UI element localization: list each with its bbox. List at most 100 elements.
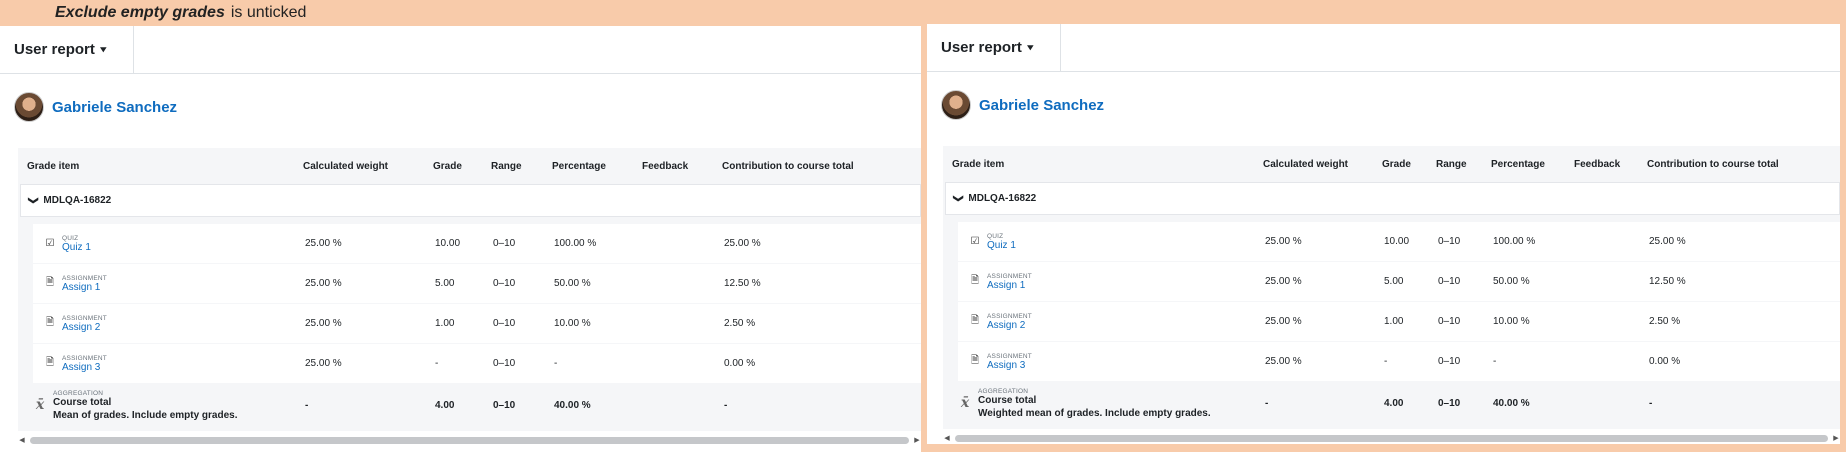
report-selector[interactable]: User report ▾	[941, 24, 1062, 71]
cell-weight: 25.00 %	[305, 238, 342, 249]
course-total-label: Course total	[53, 396, 112, 408]
item-link[interactable]: Quiz 1	[62, 241, 91, 253]
item-link[interactable]: Assign 3	[62, 361, 101, 373]
cell-grade: 4.00	[1384, 397, 1404, 409]
table-row: 🗎 ASSIGNMENT Assign 2 25.00 % 1.00 0–10 10…	[33, 304, 921, 343]
cell-range: 0–10	[493, 238, 516, 249]
cell-grade: 5.00	[1384, 276, 1404, 287]
item-type: AGGREGATION	[53, 389, 104, 397]
quiz-icon: ☑	[970, 236, 980, 247]
table-row: 🗎 ASSIGNMENT Assign 2 25.00 % 1.00 0–10 10…	[958, 302, 1840, 341]
item-link[interactable]: Assign 2	[987, 319, 1026, 331]
header-weight: Calculated weight	[1263, 158, 1349, 170]
cell-range: 0–10	[493, 318, 516, 329]
table-row: ☑ QUIZ Quiz 1 25.00 % 10.00 0–10 100.00 % …	[33, 224, 921, 263]
aggregation-description: Weighted mean of grades. Include empty g…	[978, 407, 1211, 419]
caption: Exclude empty grades is unticked	[55, 4, 306, 22]
avatar[interactable]	[941, 90, 971, 120]
report-selector[interactable]: User report ▾	[14, 26, 135, 73]
scroll-left-icon[interactable]: ◀	[944, 435, 950, 442]
chevron-down-icon[interactable]: ❯	[27, 196, 39, 205]
cell-contribution: 25.00 %	[1649, 236, 1686, 247]
cell-contribution: 12.50 %	[724, 278, 761, 289]
grade-table: Grade item Calculated weight Grade Range…	[18, 148, 921, 444]
user-header: Gabriele Sanchez	[927, 74, 1840, 136]
avatar[interactable]	[14, 92, 44, 122]
table-row: 🗎 ASSIGNMENT Assign 3 25.00 % - 0–10 - 0.0…	[958, 342, 1840, 381]
cell-contribution: 0.00 %	[1649, 356, 1681, 367]
cell-grade: -	[1384, 356, 1388, 367]
cell-range: 0–10	[1438, 397, 1461, 409]
report-selector-label: User report	[941, 39, 1022, 56]
cell-contribution: 0.00 %	[724, 358, 756, 369]
assignment-icon: 🗎	[45, 317, 55, 328]
scrollbar-thumb[interactable]	[955, 434, 1828, 442]
item-link[interactable]: Quiz 1	[987, 239, 1016, 251]
cell-weight: -	[305, 399, 309, 411]
category-name: MDLQA-16822	[968, 193, 1037, 204]
horizontal-scrollbar[interactable]: ◀ ▶	[943, 433, 1840, 443]
item-link[interactable]: Assign 1	[987, 279, 1026, 291]
cell-range: 0–10	[1438, 236, 1461, 247]
header-percentage: Percentage	[552, 160, 606, 172]
report-toolbar: User report ▾	[927, 24, 1840, 72]
report-toolbar: User report ▾	[0, 26, 921, 74]
cell-grade: -	[435, 358, 439, 369]
item-type: ASSIGNMENT	[987, 352, 1032, 360]
aggregation-icon: x̄	[35, 397, 45, 413]
scroll-right-icon[interactable]: ▶	[914, 437, 920, 444]
cell-weight: -	[1265, 397, 1269, 409]
scroll-left-icon[interactable]: ◀	[19, 437, 25, 444]
header-feedback: Feedback	[1574, 158, 1621, 170]
header-range: Range	[491, 160, 522, 172]
header-grade: Grade	[1382, 158, 1411, 170]
caption-setting: Exclude empty grades	[55, 4, 225, 21]
item-link[interactable]: Assign 3	[987, 359, 1026, 371]
assignment-icon: 🗎	[45, 357, 55, 368]
table-header: Grade item Calculated weight Grade Range…	[943, 146, 1840, 182]
horizontal-scrollbar[interactable]: ◀ ▶	[18, 435, 921, 445]
user-name-link[interactable]: Gabriele Sanchez	[52, 98, 178, 116]
item-type: ASSIGNMENT	[987, 272, 1032, 280]
cell-range: 0–10	[1438, 356, 1461, 367]
cell-weight: 25.00 %	[1265, 276, 1302, 287]
cell-contribution: 2.50 %	[1649, 316, 1681, 327]
caption-state: is unticked	[230, 4, 307, 21]
table-row: 🗎 ASSIGNMENT Assign 1 25.00 % 5.00 0–10 50…	[33, 264, 921, 303]
user-name-link[interactable]: Gabriele Sanchez	[979, 96, 1105, 114]
cell-contribution: -	[724, 399, 728, 411]
scrollbar-thumb[interactable]	[30, 436, 909, 444]
report-selector-label: User report	[14, 41, 95, 58]
header-grade-item: Grade item	[952, 158, 1005, 170]
cell-percentage: 40.00 %	[554, 399, 591, 411]
header-range: Range	[1436, 158, 1467, 170]
header-contribution: Contribution to course total	[722, 160, 854, 172]
item-type: AGGREGATION	[978, 387, 1029, 395]
report-panel-right: User report ▾ Gabriele Sanchez Grade ite…	[927, 24, 1840, 444]
cell-range: 0–10	[493, 278, 516, 289]
cell-grade: 10.00	[1384, 236, 1410, 247]
chevron-down-icon[interactable]: ❯	[952, 194, 964, 203]
header-weight: Calculated weight	[303, 160, 389, 172]
assignment-icon: 🗎	[970, 275, 980, 286]
cell-grade: 1.00	[435, 318, 455, 329]
category-row[interactable]: ❯ MDLQA-16822	[20, 184, 921, 217]
item-type: ASSIGNMENT	[62, 354, 107, 362]
cell-percentage: 10.00 %	[554, 318, 591, 329]
assignment-icon: 🗎	[45, 277, 55, 288]
cell-range: 0–10	[1438, 276, 1461, 287]
item-type: ASSIGNMENT	[62, 274, 107, 282]
assignment-icon: 🗎	[970, 315, 980, 326]
cell-contribution: 25.00 %	[724, 238, 761, 249]
cell-grade: 5.00	[435, 278, 455, 289]
cell-contribution: 2.50 %	[724, 318, 756, 329]
item-type: ASSIGNMENT	[987, 312, 1032, 320]
category-row[interactable]: ❯ MDLQA-16822	[945, 182, 1840, 215]
table-row: 🗎 ASSIGNMENT Assign 3 25.00 % - 0–10 - 0.0…	[33, 344, 921, 383]
item-link[interactable]: Assign 1	[62, 281, 101, 293]
cell-weight: 25.00 %	[305, 318, 342, 329]
course-total-label: Course total	[978, 394, 1037, 406]
cell-percentage: 100.00 %	[1493, 236, 1536, 247]
item-link[interactable]: Assign 2	[62, 321, 101, 333]
scroll-right-icon[interactable]: ▶	[1833, 435, 1839, 442]
